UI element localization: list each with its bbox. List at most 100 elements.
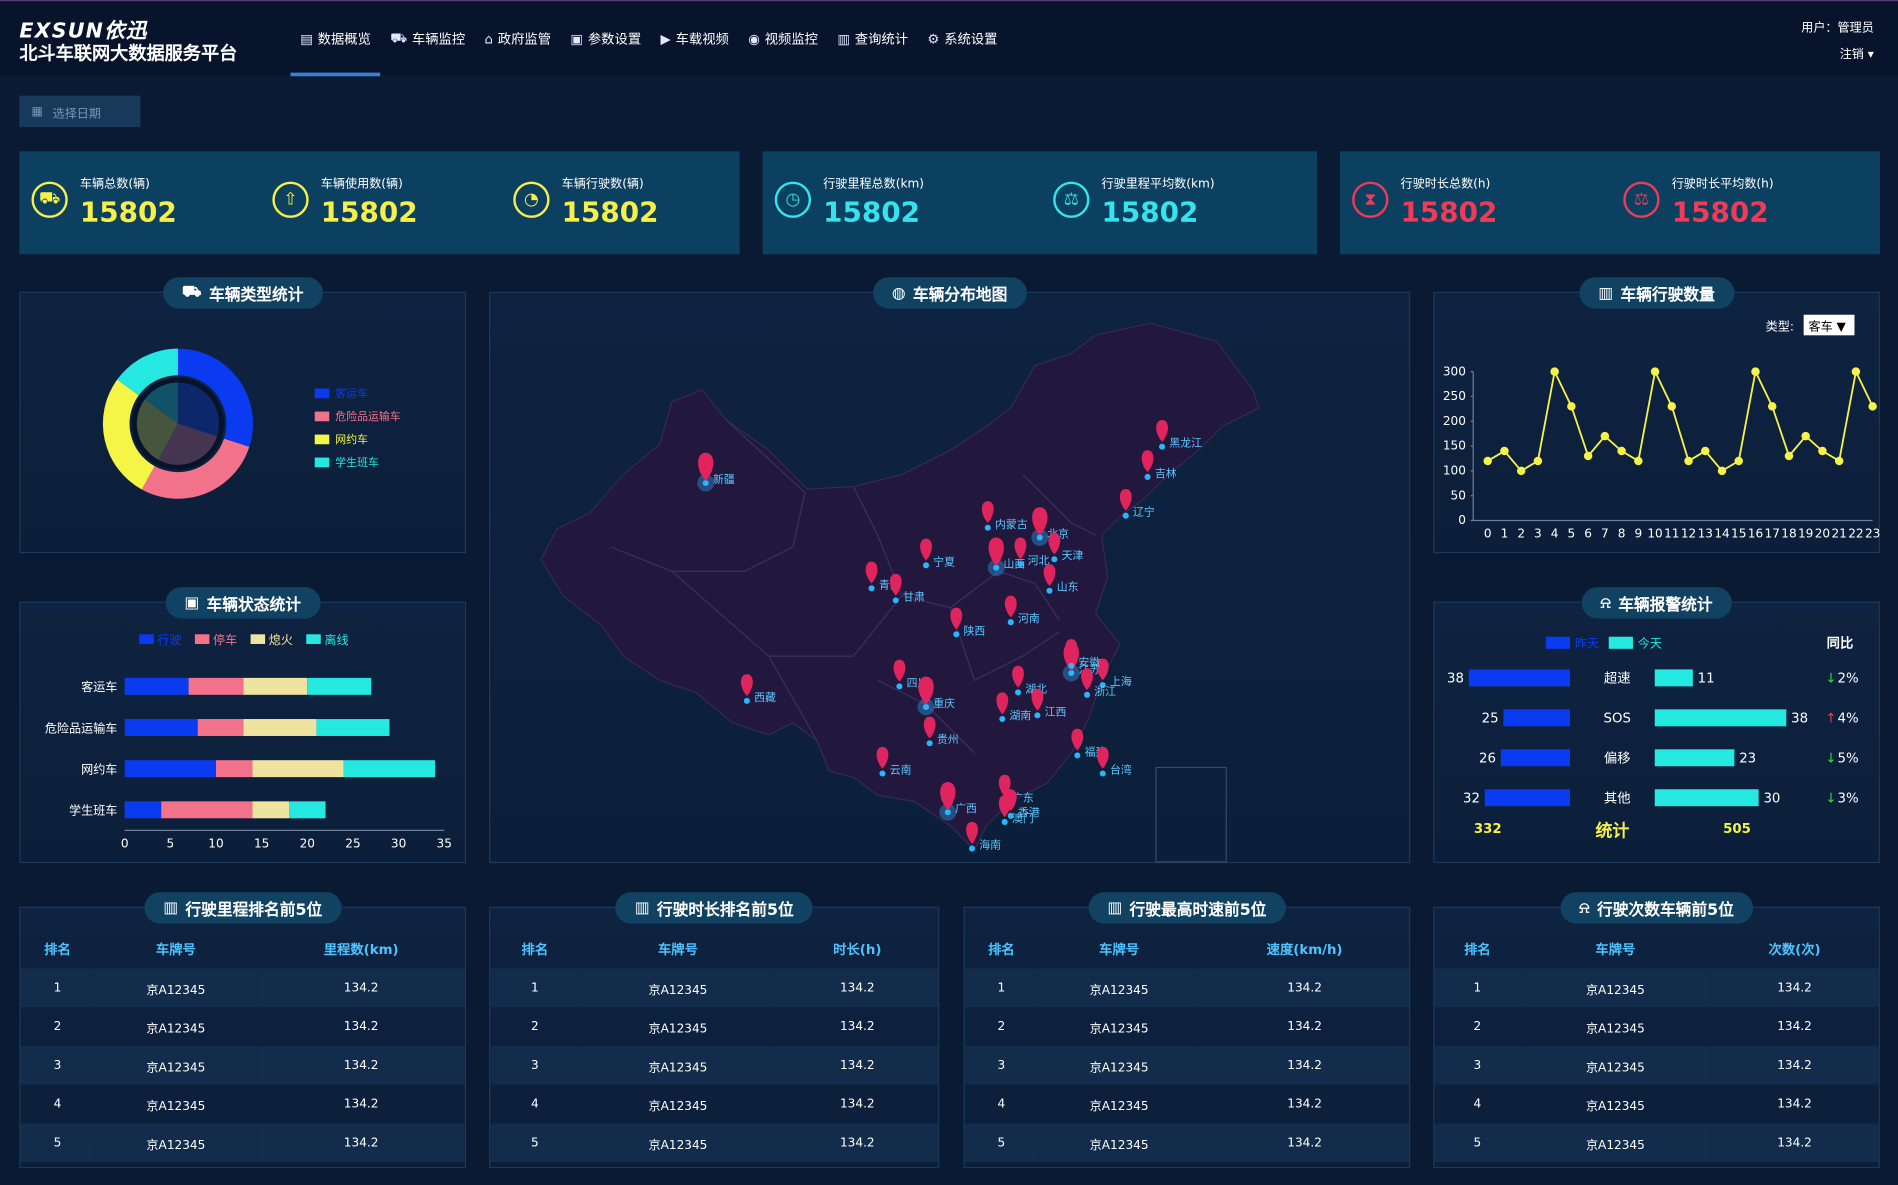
nav-icon: ◉ bbox=[748, 30, 760, 47]
category-label: 学生班车 bbox=[69, 803, 117, 818]
map-marker[interactable]: 山西 bbox=[987, 537, 1026, 577]
table-row[interactable]: 5 京A12345 134.2 bbox=[1434, 1123, 1879, 1163]
trips-point bbox=[1818, 446, 1827, 456]
table-row[interactable]: 2 京A12345 134.2 bbox=[965, 1007, 1409, 1046]
nav-item-5[interactable]: ◉ 视频监控 bbox=[739, 1, 828, 76]
province-label: 香港 bbox=[1018, 806, 1040, 819]
table-row[interactable]: 4 京A12345 134.2 bbox=[490, 1085, 938, 1124]
map-marker[interactable]: 河南 bbox=[1004, 595, 1040, 626]
map-marker[interactable]: 安徽 bbox=[1065, 639, 1100, 669]
table-row[interactable]: 2 京A12345 134.2 bbox=[21, 1007, 465, 1046]
nav-item-3[interactable]: ▣ 参数设置 bbox=[561, 1, 651, 76]
table-row[interactable]: 2 京A12345 134.2 bbox=[490, 1007, 938, 1046]
map-marker[interactable]: 新疆 bbox=[697, 452, 735, 492]
map-marker[interactable]: 云南 bbox=[876, 746, 912, 777]
legend-label: 客运车 bbox=[335, 388, 369, 401]
type-select[interactable]: 客车 ▼ bbox=[1803, 314, 1855, 336]
province-border bbox=[998, 570, 1060, 621]
pie-inner-slice bbox=[158, 423, 218, 465]
location-dot bbox=[984, 524, 991, 531]
location-dot bbox=[1001, 818, 1008, 825]
map-marker[interactable]: 湖南 bbox=[996, 692, 1031, 723]
nav-item-2[interactable]: ⌂ 政府监管 bbox=[475, 1, 561, 76]
caret-down-icon: ▾ bbox=[1867, 48, 1874, 62]
map-marker[interactable]: 台湾 bbox=[1096, 746, 1132, 777]
pin-icon bbox=[889, 573, 902, 596]
pin-icon bbox=[1096, 746, 1109, 769]
table-row[interactable]: 4 京A12345 134.2 bbox=[965, 1085, 1409, 1124]
column-header: 次数(次) bbox=[1768, 941, 1821, 958]
nav-item-1[interactable]: ⛟ 车辆监控 bbox=[381, 1, 475, 76]
location-dot bbox=[1084, 691, 1091, 698]
table-row[interactable]: 3 京A12345 134.2 bbox=[490, 1045, 939, 1085]
table-row[interactable]: 5 京A12345 134.2 bbox=[964, 1123, 1410, 1163]
ratio-value: 3% bbox=[1838, 792, 1859, 807]
table-row[interactable]: 4 京A12345 134.2 bbox=[1434, 1085, 1878, 1124]
table-row[interactable]: 1 京A12345 134.2 bbox=[490, 968, 939, 1008]
rank-table: 排名 车牌号 速度(km/h) 1 京A12345 134.2 2 京A12345 134.2 3… bbox=[964, 930, 1410, 1163]
map-marker[interactable]: 西藏 bbox=[740, 674, 776, 704]
panel-title: ▥ 车辆行驶数量 bbox=[1578, 277, 1735, 309]
china-map[interactable]: 黑龙江吉林辽宁内蒙古北京天津宁夏山西河北山东青海甘肃陕西河南江苏上海浙江湖北安徽… bbox=[490, 293, 1411, 864]
trips-point bbox=[1767, 402, 1777, 411]
table-row[interactable]: 2 京A12345 134.2 bbox=[1434, 1007, 1878, 1046]
province-border bbox=[1022, 474, 1096, 536]
rank-table: 排名 车牌号 次数(次) 1 京A12345 134.2 2 京A12345 134.2 3 京A1… bbox=[1434, 930, 1879, 1163]
map-marker[interactable]: 山东 bbox=[1043, 564, 1079, 594]
stat-label: 车辆使用数(辆) bbox=[320, 177, 403, 192]
map-marker[interactable]: 上海 bbox=[1096, 658, 1132, 689]
nav-item-0[interactable]: ▤ 数据概览 bbox=[290, 1, 382, 77]
table-row[interactable]: 3 京A12345 134.2 bbox=[964, 1045, 1410, 1085]
location-dot bbox=[926, 740, 933, 747]
nav-label: 系统设置 bbox=[944, 31, 998, 48]
logout-button[interactable]: 注销 ▾ bbox=[1801, 42, 1874, 69]
status-bar-segment bbox=[307, 677, 372, 695]
map-marker[interactable]: 甘肃 bbox=[889, 573, 925, 604]
table-row[interactable]: 5 京A12345 134.2 bbox=[20, 1123, 465, 1163]
table-cell: 京A12345 bbox=[1089, 1022, 1149, 1036]
map-marker[interactable]: 天津 bbox=[1048, 532, 1083, 563]
status-bar-segment bbox=[161, 801, 253, 819]
nav-item-7[interactable]: ⚙ 系统设置 bbox=[918, 1, 1007, 76]
nav-item-6[interactable]: ▥ 查询统计 bbox=[828, 1, 918, 76]
map-marker[interactable]: 江西 bbox=[1031, 688, 1067, 719]
nav-item-4[interactable]: ▶ 车载视频 bbox=[651, 1, 739, 76]
map-marker[interactable]: 重庆 bbox=[917, 676, 956, 716]
map-marker[interactable]: 四川 bbox=[893, 659, 928, 690]
map-marker[interactable]: 河北 bbox=[1014, 537, 1050, 568]
rank-table: 排名 车牌号 时长(h) 1 京A12345 134.2 2 京A12345 134.2 3 京A1… bbox=[490, 930, 939, 1163]
map-marker[interactable]: 宁夏 bbox=[920, 538, 955, 569]
table-row[interactable]: 3 京A12345 134.2 bbox=[1434, 1045, 1879, 1085]
table-row[interactable]: 3 京A12345 134.2 bbox=[20, 1045, 465, 1085]
map-marker[interactable]: 陕西 bbox=[950, 607, 985, 638]
map-marker[interactable]: 内蒙古 bbox=[981, 501, 1028, 531]
table-cell: 京A12345 bbox=[1038, 1045, 1201, 1085]
location-dot bbox=[879, 770, 886, 777]
table-row[interactable]: 1 京A12345 134.2 bbox=[20, 968, 465, 1008]
map-marker[interactable]: 澳门 bbox=[998, 795, 1034, 825]
alarm-category: 超速 bbox=[1604, 671, 1631, 687]
nav-icon: ▶ bbox=[660, 30, 671, 47]
table-cell: 京A12345 bbox=[579, 1123, 777, 1163]
table-cell: 1 bbox=[964, 968, 1039, 1008]
table-header-row: 排名 车牌号 速度(km/h) bbox=[965, 930, 1409, 969]
table-row[interactable]: 5 京A12345 134.2 bbox=[490, 1123, 939, 1163]
yesterday-bar bbox=[1484, 789, 1571, 807]
date-picker[interactable]: ▦ 选择日期 bbox=[19, 95, 141, 128]
map-marker[interactable]: 贵州 bbox=[923, 716, 959, 747]
map-marker[interactable]: 黑龙江 bbox=[1156, 420, 1202, 450]
map-marker[interactable]: 浙江 bbox=[1081, 668, 1116, 698]
stat-label: 车辆行驶数(辆) bbox=[561, 177, 644, 192]
map-marker[interactable]: 海南 bbox=[966, 821, 1001, 852]
map-marker[interactable]: 辽宁 bbox=[1119, 489, 1155, 519]
table-row[interactable]: 1 京A12345 134.2 bbox=[964, 968, 1410, 1008]
map-marker[interactable]: 广西 bbox=[939, 781, 977, 821]
table-row[interactable]: 1 京A12345 134.2 bbox=[1434, 968, 1879, 1008]
alarm-category: SOS bbox=[1604, 712, 1631, 727]
trips-point bbox=[1650, 367, 1660, 376]
map-marker[interactable]: 吉林 bbox=[1141, 450, 1177, 480]
table-row[interactable]: 4 京A12345 134.2 bbox=[21, 1085, 465, 1124]
province-label: 山东 bbox=[1057, 581, 1079, 594]
legend-swatch bbox=[314, 387, 330, 398]
stat-label: 车辆总数(辆) bbox=[79, 177, 150, 192]
